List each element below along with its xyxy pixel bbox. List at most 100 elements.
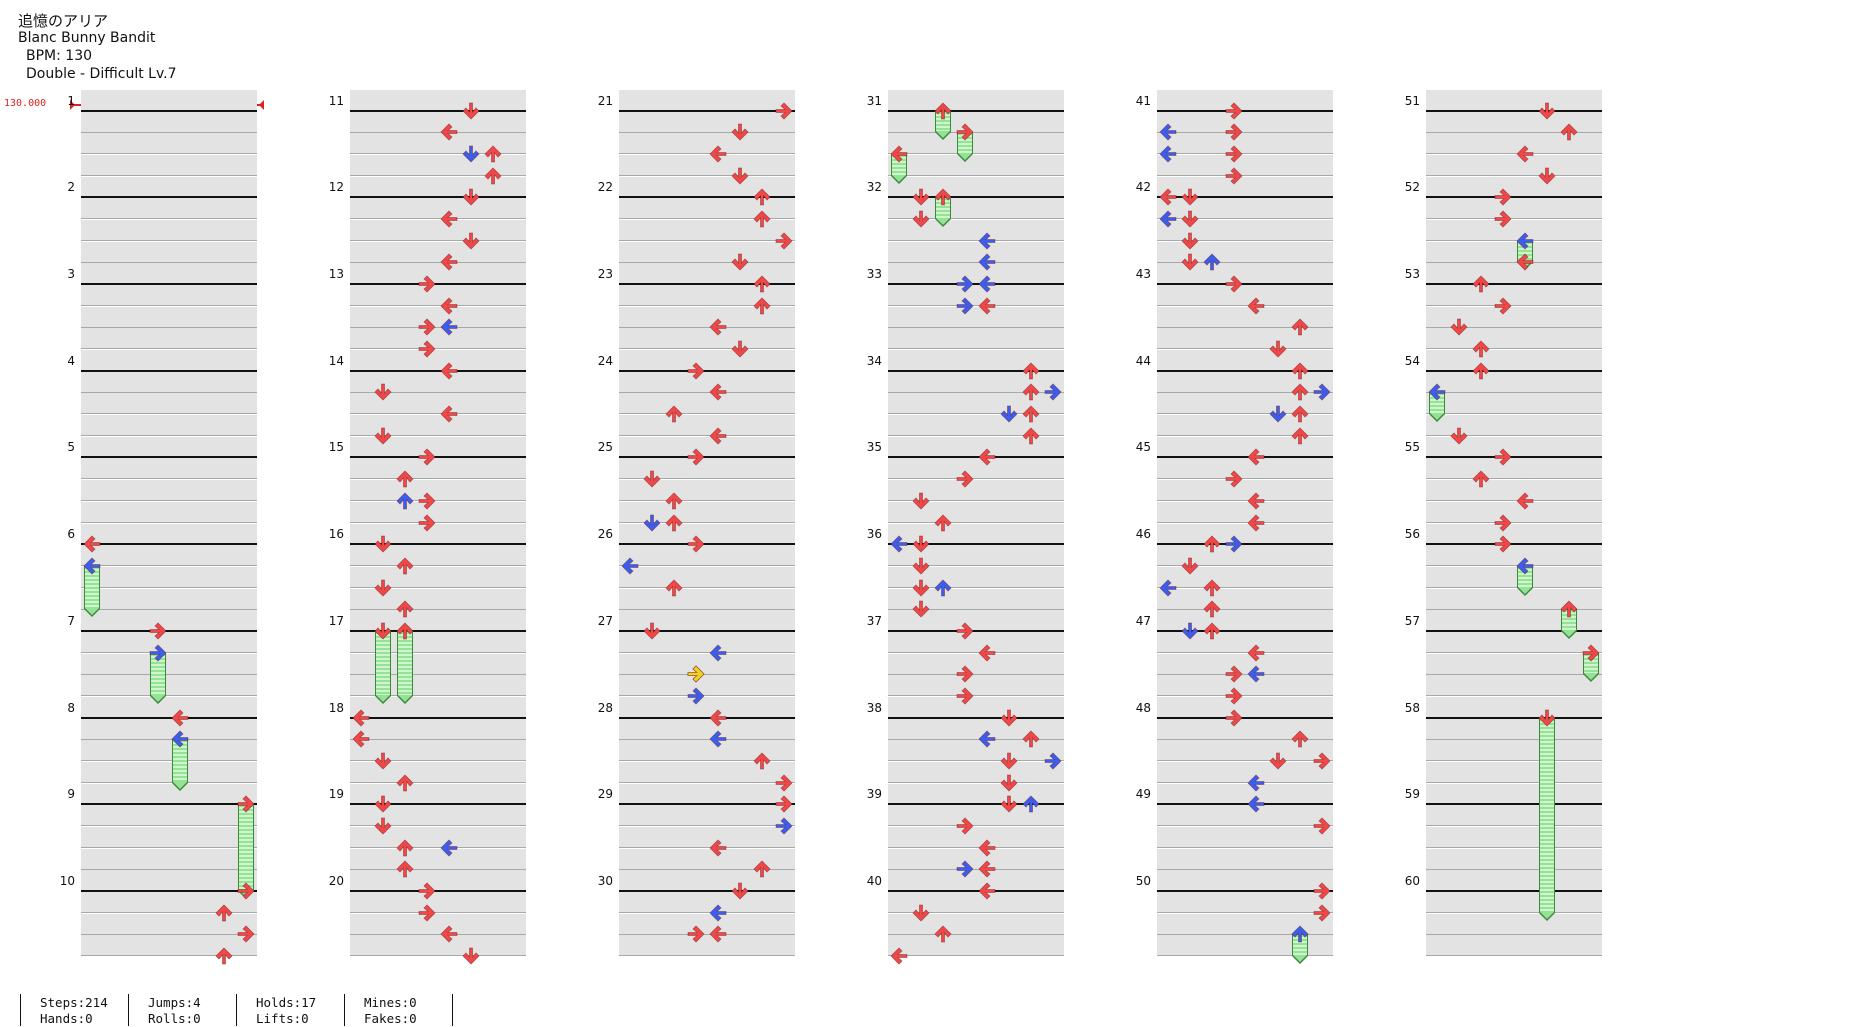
arrow-note-left-icon (81, 555, 103, 577)
measure-line (350, 369, 526, 372)
arrow-note-down-icon (460, 186, 482, 208)
beat-stripe (1157, 220, 1333, 242)
beat-stripe (888, 891, 1064, 913)
arrow-note-up-icon (663, 490, 685, 512)
beat-stripe (1157, 718, 1333, 740)
beat-stripe (81, 653, 257, 675)
beat-stripe (619, 328, 795, 350)
beat-stripe (350, 805, 526, 827)
arrow-note-right-icon (1311, 815, 1333, 837)
measure-number: 26 (597, 527, 613, 542)
beat-stripe (81, 458, 257, 480)
arrow-note-down-icon (372, 425, 394, 447)
beat-stripe (888, 653, 1064, 675)
measure-line (619, 109, 795, 112)
arrow-note-right-icon (773, 230, 795, 252)
arrow-note-up-icon (1020, 381, 1042, 403)
arrow-note-up-icon (1470, 468, 1492, 490)
measure-number: 5 (67, 440, 75, 455)
arrow-note-left-icon (438, 295, 460, 317)
arrow-note-right-icon (773, 815, 795, 837)
measure-number: 51 (1404, 93, 1420, 108)
beat-stripe (888, 848, 1064, 870)
beat-stripe (350, 415, 526, 437)
beat-stripe (81, 328, 257, 350)
arrow-note-up-icon (1470, 338, 1492, 360)
arrow-note-up-icon (1020, 403, 1042, 425)
measure-number: 13 (328, 267, 344, 282)
measure-number: 59 (1404, 787, 1420, 802)
beat-stripe (888, 458, 1064, 480)
arrow-note-up-icon (663, 577, 685, 599)
measure-number: 30 (597, 873, 613, 888)
arrow-note-left-icon (1245, 642, 1267, 664)
beat-stripe (1157, 90, 1333, 111)
measure-number: 53 (1404, 267, 1420, 282)
beat-stripe (81, 805, 257, 827)
beat-stripe (888, 371, 1064, 393)
beat-stripe (619, 155, 795, 177)
beat-stripe (81, 935, 257, 957)
arrow-note-down-icon (372, 793, 394, 815)
arrow-note-left-icon (1514, 555, 1536, 577)
arrow-note-down-icon (372, 577, 394, 599)
measure-number: 19 (328, 787, 344, 802)
arrow-note-up-icon (1020, 728, 1042, 750)
hold-tail-fill (85, 608, 99, 616)
measure-number: 23 (597, 267, 613, 282)
arrow-note-up-icon (394, 598, 416, 620)
beat-stripe (350, 740, 526, 762)
beat-stripe (888, 241, 1064, 263)
arrow-note-down-icon (1179, 620, 1201, 642)
measure-number: 18 (328, 700, 344, 715)
arrow-note-left-icon (1157, 121, 1179, 143)
measure-line (350, 456, 526, 459)
arrow-note-up-icon (751, 858, 773, 880)
arrow-note-down-icon (729, 165, 751, 187)
hold-tail-fill (1518, 586, 1532, 594)
arrow-note-down-icon (910, 208, 932, 230)
measure-number: 15 (328, 440, 344, 455)
beat-stripe (1426, 328, 1602, 350)
arrow-note-down-icon (910, 598, 932, 620)
beat-stripe (81, 198, 257, 220)
beat-stripe (1157, 415, 1333, 437)
arrow-note-down-icon (641, 468, 663, 490)
arrow-note-left-icon (976, 251, 998, 273)
arrow-note-right-icon (147, 620, 169, 642)
hold-tail-fill (936, 131, 950, 139)
beat-stripe (619, 133, 795, 155)
measure-line (1426, 109, 1602, 112)
beat-stripe (1157, 891, 1333, 913)
beat-stripe (350, 566, 526, 588)
arrow-note-down-icon (1536, 100, 1558, 122)
beat-stripe (1157, 588, 1333, 610)
arrow-note-right-icon (416, 902, 438, 924)
arrow-note-left-icon (1157, 577, 1179, 599)
arrow-note-up-icon (663, 512, 685, 534)
measure-line (619, 803, 795, 806)
beat-stripe (619, 848, 795, 870)
beat-stripe (81, 501, 257, 523)
beat-stripe (1426, 913, 1602, 935)
hold-tail-fill (958, 153, 972, 161)
beat-stripe (888, 133, 1064, 155)
arrow-note-down-icon (910, 186, 932, 208)
arrow-note-up-icon (482, 143, 504, 165)
hold-tail-fill (936, 218, 950, 226)
measure-number: 45 (1135, 440, 1151, 455)
arrow-note-right-icon (954, 663, 976, 685)
arrow-note-right-icon (1311, 902, 1333, 924)
arrow-note-left-icon (707, 707, 729, 729)
beat-stripe (888, 566, 1064, 588)
arrow-note-left-icon (1245, 663, 1267, 685)
arrow-note-left-icon (976, 880, 998, 902)
beat-stripe (81, 913, 257, 935)
beat-stripe (619, 891, 795, 913)
arrow-note-up-icon (394, 837, 416, 859)
arrow-note-left-icon (438, 360, 460, 382)
hold-tail-fill (151, 694, 165, 702)
measure-number: 39 (866, 787, 882, 802)
stat-holds-lifts: Holds:17 Lifts:0 (256, 995, 316, 1027)
arrow-note-down-icon (910, 555, 932, 577)
